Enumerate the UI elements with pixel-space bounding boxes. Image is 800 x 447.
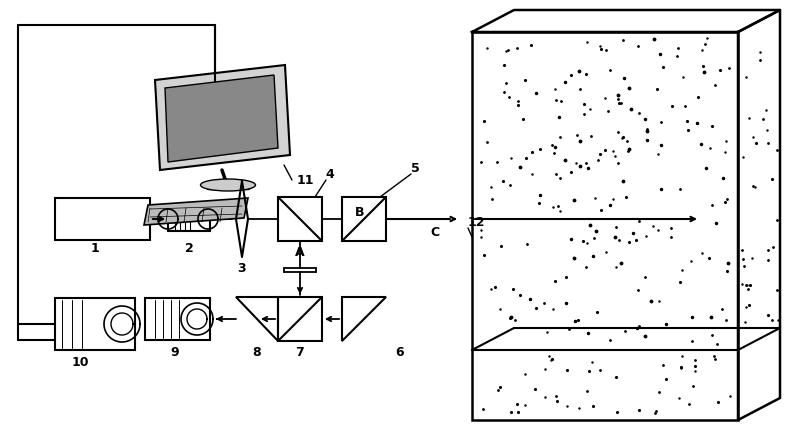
Text: 8: 8 <box>253 346 262 358</box>
Text: 9: 9 <box>170 346 179 358</box>
Bar <box>145 298 210 340</box>
Bar <box>342 197 386 241</box>
Text: 12: 12 <box>468 215 486 228</box>
Bar <box>168 207 210 231</box>
Bar <box>278 197 322 241</box>
Polygon shape <box>165 75 278 162</box>
Text: C: C <box>430 225 439 239</box>
Text: A: A <box>295 245 305 258</box>
Bar <box>278 297 322 341</box>
Bar <box>55 298 135 350</box>
Bar <box>55 198 150 240</box>
Bar <box>472 32 738 420</box>
Ellipse shape <box>201 179 255 191</box>
Text: 2: 2 <box>185 241 194 254</box>
Polygon shape <box>144 198 248 225</box>
Text: 7: 7 <box>296 346 304 358</box>
Text: 11: 11 <box>296 173 314 186</box>
Text: B: B <box>355 207 365 219</box>
Text: 6: 6 <box>396 346 404 358</box>
Text: 5: 5 <box>410 161 419 174</box>
Polygon shape <box>155 65 290 170</box>
Text: 10: 10 <box>71 355 89 368</box>
Text: 4: 4 <box>326 169 334 181</box>
Text: 3: 3 <box>238 261 246 274</box>
Text: 1: 1 <box>90 241 99 254</box>
